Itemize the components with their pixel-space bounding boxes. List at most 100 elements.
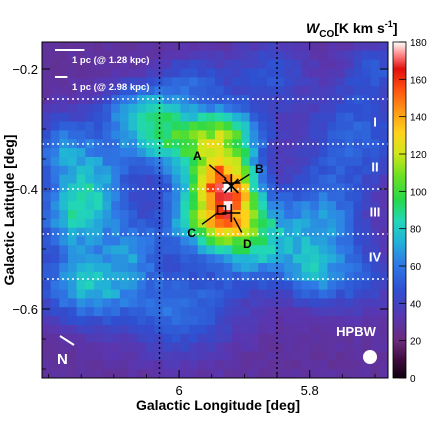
heatmap-cell	[232, 360, 242, 370]
scale-bar-label: 1 pc (@ 1.28 kpc)	[72, 55, 149, 66]
heatmap-cell	[301, 263, 311, 273]
heatmap-cell	[284, 263, 294, 273]
heatmap-cell	[362, 68, 372, 78]
heatmap-cell	[137, 121, 147, 132]
heatmap-cell	[379, 59, 388, 70]
heatmap-cell	[344, 369, 354, 378]
heatmap-cell	[336, 68, 346, 78]
heatmap-cell	[310, 103, 320, 114]
heatmap-cell	[318, 324, 329, 335]
heatmap-cell	[249, 236, 259, 246]
beam-circle-icon	[363, 350, 377, 364]
heatmap-cell	[111, 360, 121, 370]
heatmap-cell	[154, 236, 164, 246]
heatmap-cell	[171, 289, 181, 300]
heatmap-cell	[163, 289, 173, 300]
heatmap-cell	[59, 50, 69, 61]
heatmap-cell	[249, 218, 259, 229]
heatmap-cell	[275, 316, 285, 326]
heatmap-cell	[137, 263, 147, 273]
heatmap-cell	[310, 174, 320, 185]
heatmap-cell	[42, 316, 52, 326]
heatmap-pixels	[42, 42, 388, 378]
heatmap-cell	[102, 280, 112, 291]
heatmap-cell	[197, 369, 207, 378]
heatmap-cell	[59, 316, 69, 326]
heatmap-cell	[266, 148, 277, 158]
heatmap-cell	[111, 148, 121, 158]
heatmap-cell	[327, 174, 337, 185]
heatmap-cell	[197, 245, 207, 255]
heatmap-cell	[76, 95, 86, 105]
heatmap-cell	[85, 183, 95, 193]
colorbar-tick-label: 140	[410, 113, 427, 124]
heatmap-cell	[76, 369, 86, 378]
heatmap-cell	[42, 139, 52, 149]
heatmap-cell	[318, 298, 329, 308]
heatmap-cell	[223, 263, 233, 273]
heatmap-cell	[137, 174, 147, 185]
heatmap-cell	[93, 103, 104, 114]
heatmap-cell	[50, 148, 60, 158]
heatmap-cell	[42, 289, 52, 300]
heatmap-cell	[180, 192, 190, 202]
heatmap-cell	[197, 254, 207, 264]
heatmap-cell	[171, 139, 181, 149]
heatmap-cell	[275, 236, 285, 246]
heatmap-cell	[310, 307, 320, 317]
heatmap-cell	[42, 254, 52, 264]
heatmap-cell	[327, 369, 337, 378]
heatmap-cell	[266, 351, 277, 361]
heatmap-cell	[171, 42, 181, 52]
heatmap-cell	[76, 360, 86, 370]
heatmap-cell	[189, 183, 199, 193]
heatmap-cell	[128, 333, 138, 344]
heatmap-cell	[171, 174, 181, 185]
heatmap-cell	[301, 139, 311, 149]
heatmap-cell	[370, 42, 380, 52]
heatmap-cell	[128, 156, 138, 167]
heatmap-cell	[180, 254, 190, 264]
heatmap-cell	[275, 218, 285, 229]
heatmap-cell	[119, 121, 130, 132]
heatmap-cell	[50, 174, 60, 185]
heatmap-cell	[310, 165, 320, 176]
colorbar-tick-label: 40	[410, 299, 422, 310]
heatmap-cell	[102, 156, 112, 167]
heatmap-cell	[370, 156, 380, 167]
colorbar-title: WCO[K km s-1]	[306, 19, 397, 40]
heatmap-cell	[102, 271, 112, 282]
heatmap-cell	[76, 192, 86, 202]
heatmap-cell	[318, 192, 329, 202]
heatmap-cell	[180, 236, 190, 246]
heatmap-cell	[353, 192, 363, 202]
heatmap-cell	[370, 245, 380, 255]
heatmap-cell	[145, 156, 156, 167]
heatmap-cell	[301, 289, 311, 300]
heatmap-cell	[85, 307, 95, 317]
heatmap-cell	[171, 95, 181, 105]
heatmap-cell	[85, 112, 95, 123]
heatmap-cell	[240, 59, 251, 70]
heatmap-cell	[327, 77, 337, 87]
heatmap-cell	[327, 121, 337, 132]
heatmap-cell	[344, 245, 354, 255]
heatmap-cell	[119, 333, 130, 344]
heatmap-cell	[344, 112, 354, 123]
heatmap-cell	[379, 289, 388, 300]
heatmap-cell	[137, 50, 147, 61]
heatmap-cell	[301, 183, 311, 193]
heatmap-cell	[370, 59, 380, 70]
heatmap-cell	[59, 280, 69, 291]
heatmap-cell	[266, 174, 277, 185]
heatmap-cell	[232, 351, 242, 361]
heatmap-cell	[215, 139, 225, 149]
heatmap-cell	[189, 130, 199, 140]
heatmap-cell	[111, 236, 121, 246]
heatmap-cell	[379, 218, 388, 229]
marker-cross-icon	[223, 178, 239, 194]
heatmap-cell	[171, 130, 181, 140]
heatmap-cell	[370, 263, 380, 273]
heatmap-cell	[292, 342, 303, 353]
heatmap-cell	[119, 263, 130, 273]
